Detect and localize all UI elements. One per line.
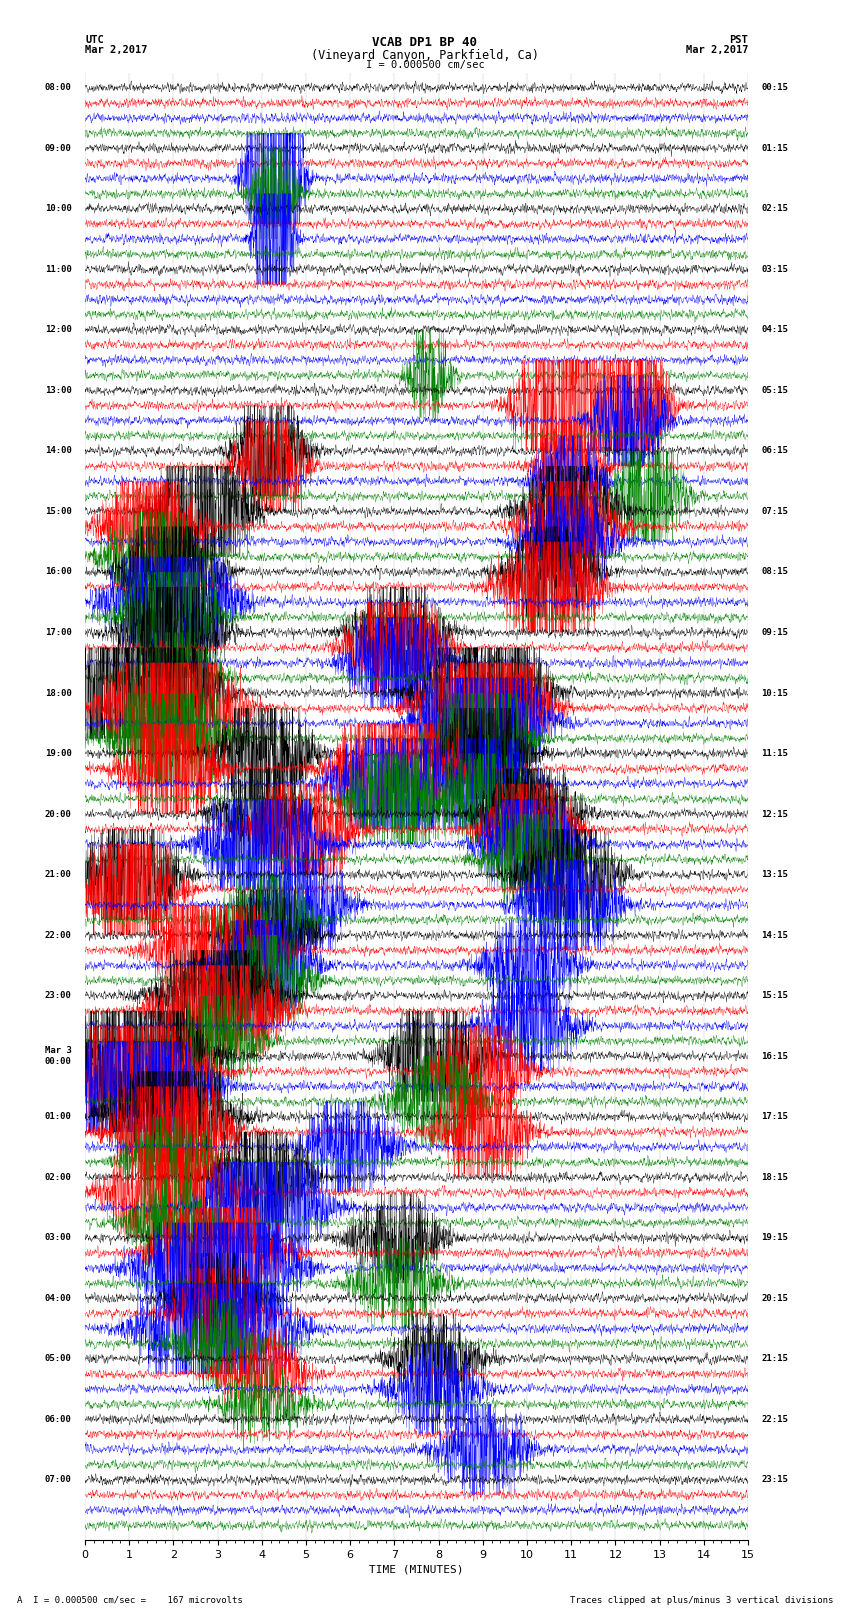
Text: 09:15: 09:15 [762, 627, 788, 637]
Text: UTC: UTC [85, 35, 104, 45]
Text: (Vineyard Canyon, Parkfield, Ca): (Vineyard Canyon, Parkfield, Ca) [311, 50, 539, 63]
Text: 00:15: 00:15 [762, 84, 788, 92]
Text: 18:15: 18:15 [762, 1173, 788, 1182]
Text: 05:15: 05:15 [762, 386, 788, 395]
Text: 20:00: 20:00 [45, 810, 71, 818]
Text: 10:15: 10:15 [762, 689, 788, 697]
X-axis label: TIME (MINUTES): TIME (MINUTES) [369, 1565, 464, 1574]
Text: 01:00: 01:00 [45, 1113, 71, 1121]
Text: 12:15: 12:15 [762, 810, 788, 818]
Text: 03:00: 03:00 [45, 1234, 71, 1242]
Text: Mar 3
00:00: Mar 3 00:00 [45, 1047, 71, 1066]
Text: 02:00: 02:00 [45, 1173, 71, 1182]
Text: 12:00: 12:00 [45, 326, 71, 334]
Text: 08:00: 08:00 [45, 84, 71, 92]
Text: A  I = 0.000500 cm/sec =    167 microvolts: A I = 0.000500 cm/sec = 167 microvolts [17, 1595, 243, 1605]
Text: 16:00: 16:00 [45, 568, 71, 576]
Text: 05:00: 05:00 [45, 1355, 71, 1363]
Text: 06:15: 06:15 [762, 447, 788, 455]
Text: 11:15: 11:15 [762, 748, 788, 758]
Text: 14:00: 14:00 [45, 447, 71, 455]
Text: Mar 2,2017: Mar 2,2017 [85, 45, 148, 55]
Text: Traces clipped at plus/minus 3 vertical divisions: Traces clipped at plus/minus 3 vertical … [570, 1595, 833, 1605]
Text: 22:00: 22:00 [45, 931, 71, 940]
Text: 10:00: 10:00 [45, 205, 71, 213]
Text: 07:15: 07:15 [762, 506, 788, 516]
Text: 15:00: 15:00 [45, 506, 71, 516]
Text: 21:00: 21:00 [45, 869, 71, 879]
Text: Mar 2,2017: Mar 2,2017 [685, 45, 748, 55]
Text: 17:15: 17:15 [762, 1113, 788, 1121]
Text: 06:00: 06:00 [45, 1415, 71, 1424]
Text: 18:00: 18:00 [45, 689, 71, 697]
Text: 16:15: 16:15 [762, 1052, 788, 1061]
Text: 19:00: 19:00 [45, 748, 71, 758]
Text: 04:00: 04:00 [45, 1294, 71, 1303]
Text: 22:15: 22:15 [762, 1415, 788, 1424]
Text: 23:15: 23:15 [762, 1476, 788, 1484]
Text: 09:00: 09:00 [45, 144, 71, 153]
Text: PST: PST [729, 35, 748, 45]
Text: 15:15: 15:15 [762, 990, 788, 1000]
Text: 13:15: 13:15 [762, 869, 788, 879]
Text: 23:00: 23:00 [45, 990, 71, 1000]
Text: 04:15: 04:15 [762, 326, 788, 334]
Text: 02:15: 02:15 [762, 205, 788, 213]
Text: 03:15: 03:15 [762, 265, 788, 274]
Text: 11:00: 11:00 [45, 265, 71, 274]
Text: VCAB DP1 BP 40: VCAB DP1 BP 40 [372, 37, 478, 50]
Text: 08:15: 08:15 [762, 568, 788, 576]
Text: 14:15: 14:15 [762, 931, 788, 940]
Text: 17:00: 17:00 [45, 627, 71, 637]
Text: 19:15: 19:15 [762, 1234, 788, 1242]
Text: 20:15: 20:15 [762, 1294, 788, 1303]
Text: I = 0.000500 cm/sec: I = 0.000500 cm/sec [366, 60, 484, 71]
Text: 21:15: 21:15 [762, 1355, 788, 1363]
Text: 07:00: 07:00 [45, 1476, 71, 1484]
Text: 13:00: 13:00 [45, 386, 71, 395]
Text: 01:15: 01:15 [762, 144, 788, 153]
